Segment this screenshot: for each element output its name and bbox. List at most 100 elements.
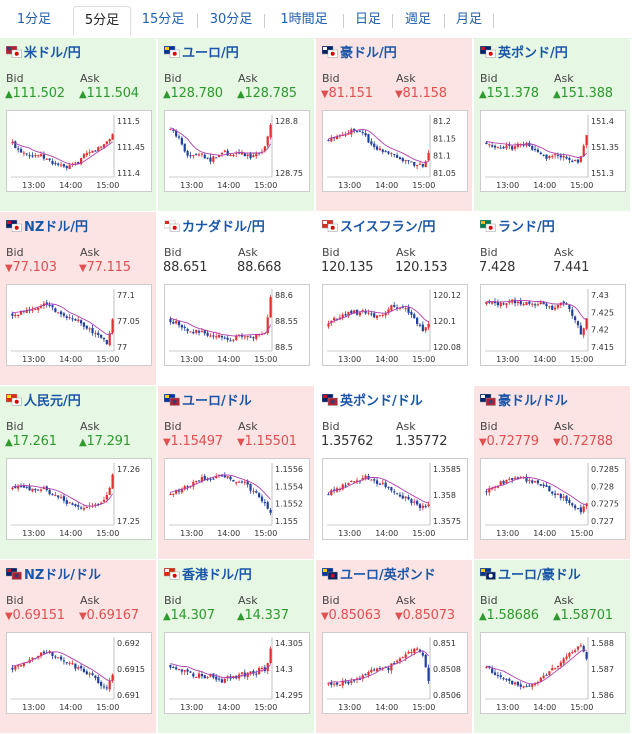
rate-card[interactable]: スイスフラン/円 Bid Ask 120.135 120.153 120.12 120.1 1…: [316, 212, 473, 386]
up-arrow-icon: ▲: [553, 89, 561, 100]
rate-card[interactable]: カナダドル/円 Bid Ask 88.651 88.668 88.6 88.55 88.5 13…: [158, 212, 315, 386]
rate-card[interactable]: ユーロ/豪ドル Bid Ask ▲1.58686 ▲1.58701 1.588 1.587 1…: [474, 560, 631, 734]
tab-3[interactable]: 30分足: [209, 12, 253, 27]
candle-body: [511, 478, 514, 480]
price-chart[interactable]: 1.3585 1.358 1.3575 13:00 14:00 15:00: [322, 458, 468, 540]
candle-body: [255, 673, 258, 675]
rate-card[interactable]: NZドル/ドル Bid Ask ▼0.69151 ▼0.69167 0.692 0.6915…: [0, 560, 157, 734]
tab-7[interactable]: 月足: [455, 12, 482, 27]
pair-name-link[interactable]: 香港ドル/円: [164, 568, 252, 584]
rate-card[interactable]: ユーロ/英ポンド Bid Ask ▼0.85063 ▼0.85073 0.851 0.850…: [316, 560, 473, 734]
pair-name-link[interactable]: ランド/円: [480, 220, 555, 236]
price-chart[interactable]: 128.8 128.75 13:00 14:00 15:00: [164, 110, 310, 192]
candle-body: [82, 668, 86, 673]
pair-name-link[interactable]: 英ポンド/ドル: [322, 394, 423, 410]
pair-name-link[interactable]: 豪ドル/円: [322, 46, 397, 62]
pair-name-link[interactable]: ユーロ/円: [164, 46, 239, 62]
candle-body: [59, 311, 63, 315]
price-chart[interactable]: 17.26 17.25 13:00 14:00 15:00: [6, 458, 152, 540]
price-chart[interactable]: 151.4 151.35 151.3 13:00 14:00 15:00: [480, 110, 626, 192]
bid-value: ▲111.502: [5, 86, 65, 101]
candle-body: [54, 656, 57, 658]
currency-flag-icon: [322, 568, 338, 580]
rate-card[interactable]: ユーロ/ドル Bid Ask ▼1.15497 ▼1.15501 1.1556 1.1554…: [158, 386, 315, 560]
rate-card[interactable]: 人民元/円 Bid Ask ▲17.261 ▲17.291 17.26 17.25 13:00…: [0, 386, 157, 560]
currency-flag-icon: [322, 46, 338, 58]
candle-body: [68, 662, 71, 664]
candle-body: [559, 155, 562, 158]
price-chart[interactable]: 1.588 1.587 1.586 13:00 14:00 15:00: [480, 632, 626, 714]
bid-price: 88.651: [163, 260, 208, 275]
price-chart[interactable]: 1.1556 1.1554 1.1552 1.155 13:00 14:00 15:00: [164, 458, 310, 540]
pair-name-link[interactable]: 人民元/円: [6, 394, 81, 410]
candlestick-chart: 1.588 1.587 1.586 13:00 14:00 15:00: [485, 637, 614, 712]
rate-card[interactable]: 米ドル/円 Bid Ask ▲111.502 ▲111.504 111.5 111.45 11…: [0, 38, 157, 212]
tab-5[interactable]: 日足: [354, 12, 381, 27]
price-chart[interactable]: 0.692 0.6915 0.691 13:00 14:00 15:00: [6, 632, 152, 714]
pair-name-link[interactable]: スイスフラン/円: [322, 220, 435, 236]
candle-body: [229, 340, 232, 342]
price-chart[interactable]: 77.1 77.05 77 13:00 14:00 15:00: [6, 284, 152, 366]
rate-card[interactable]: 豪ドル/円 Bid Ask ▼81.151 ▼81.158 81.2 81.15 81.1 81…: [316, 38, 473, 212]
candle-body: [215, 336, 218, 338]
currency-flag-icon: [322, 220, 338, 232]
tab-6[interactable]: 週足: [404, 12, 431, 27]
price-chart[interactable]: 0.7285 0.728 0.7275 0.727 13:00 14:00 15:00: [480, 458, 626, 540]
price-chart[interactable]: 111.5 111.45 111.4 13:00 14:00 15:00: [6, 110, 152, 192]
pair-name-link[interactable]: ユーロ/豪ドル: [480, 568, 581, 584]
candle-body: [192, 331, 195, 334]
pair-name-link[interactable]: ユーロ/英ポンド: [322, 568, 436, 584]
price-chart[interactable]: 7.43 7.425 7.42 7.415 13:00 14:00 15:00: [480, 284, 626, 366]
tab-2[interactable]: 15分足: [141, 12, 185, 27]
rate-card[interactable]: ランド/円 Bid Ask 7.428 7.441 7.43 7.425 7.42 7.415 1…: [474, 212, 631, 386]
tab-0[interactable]: 1分足: [16, 12, 52, 27]
x-tick-label: 15:00: [570, 181, 593, 190]
candle-body: [91, 327, 94, 334]
candle-body: [65, 316, 68, 318]
rate-card[interactable]: 英ポンド/ドル Bid Ask 1.35762 1.35772 1.3585 1.358 1.…: [316, 386, 473, 560]
pair-name-link[interactable]: 豪ドル/ドル: [480, 394, 568, 410]
candle-body: [355, 480, 359, 482]
rate-card[interactable]: 英ポンド/円 Bid Ask ▲151.378 ▲151.388 151.4 151.35 1…: [474, 38, 631, 212]
y-tick-label: 1.588: [591, 639, 614, 648]
x-tick-label: 14:00: [375, 355, 398, 364]
price-chart[interactable]: 88.6 88.55 88.5 13:00 14:00 15:00: [164, 284, 310, 366]
price-chart[interactable]: 14.305 14.3 14.295 13:00 14:00 15:00: [164, 632, 310, 714]
pair-name-link[interactable]: カナダドル/円: [164, 220, 265, 236]
price-chart[interactable]: 81.2 81.15 81.1 81.05 13:00 14:00 15:00: [322, 110, 468, 192]
candle-body: [568, 157, 571, 160]
candle-body: [350, 681, 353, 683]
candle-body: [367, 312, 370, 314]
bid-label: Bid: [164, 72, 182, 85]
tab-1[interactable]: 5分足: [73, 6, 131, 36]
rate-card[interactable]: 香港ドル/円 Bid Ask ▲14.307 ▲14.337 14.305 14.3 14.2…: [158, 560, 315, 734]
x-tick-label: 15:00: [570, 703, 593, 712]
candle-body: [353, 128, 356, 131]
candle-body: [209, 478, 212, 480]
up-arrow-icon: ▲: [237, 611, 245, 622]
tab-4[interactable]: 1時間足: [280, 12, 328, 27]
rate-card[interactable]: NZドル/円 Bid Ask ▼77.103 ▼77.115 77.1 77.05 77 13:…: [0, 212, 157, 386]
pair-name-link[interactable]: NZドル/円: [6, 220, 88, 236]
pair-name-link[interactable]: ユーロ/ドル: [164, 394, 252, 410]
ask-value: 120.153: [395, 260, 448, 275]
candle-body: [582, 506, 585, 512]
pair-name-link[interactable]: 英ポンド/円: [480, 46, 568, 62]
candle-body: [496, 302, 499, 306]
candle-body: [77, 667, 80, 669]
candle-body: [536, 480, 540, 484]
ask-price: 77.115: [86, 260, 131, 275]
price-chart[interactable]: 0.851 0.8508 0.8506 13:00 14:00 15:00: [322, 632, 468, 714]
rate-card[interactable]: 豪ドル/ドル Bid Ask ▼0.72779 ▼0.72788 0.7285 0.728 0…: [474, 386, 631, 560]
candle-body: [576, 159, 580, 163]
pair-name-link[interactable]: NZドル/ドル: [6, 568, 101, 584]
x-tick-label: 13:00: [496, 181, 519, 190]
candle-body: [105, 340, 108, 345]
candle-body: [169, 128, 172, 130]
pair-name-link[interactable]: 米ドル/円: [6, 46, 81, 62]
rate-card[interactable]: ユーロ/円 Bid Ask ▲128.780 ▲128.785 128.8 128.75 13…: [158, 38, 315, 212]
candle-body: [226, 150, 229, 156]
ask-value: ▲151.388: [553, 86, 613, 101]
candle-body: [105, 141, 108, 145]
price-chart[interactable]: 120.12 120.1 120.08 13:00 14:00 15:00: [322, 284, 468, 366]
